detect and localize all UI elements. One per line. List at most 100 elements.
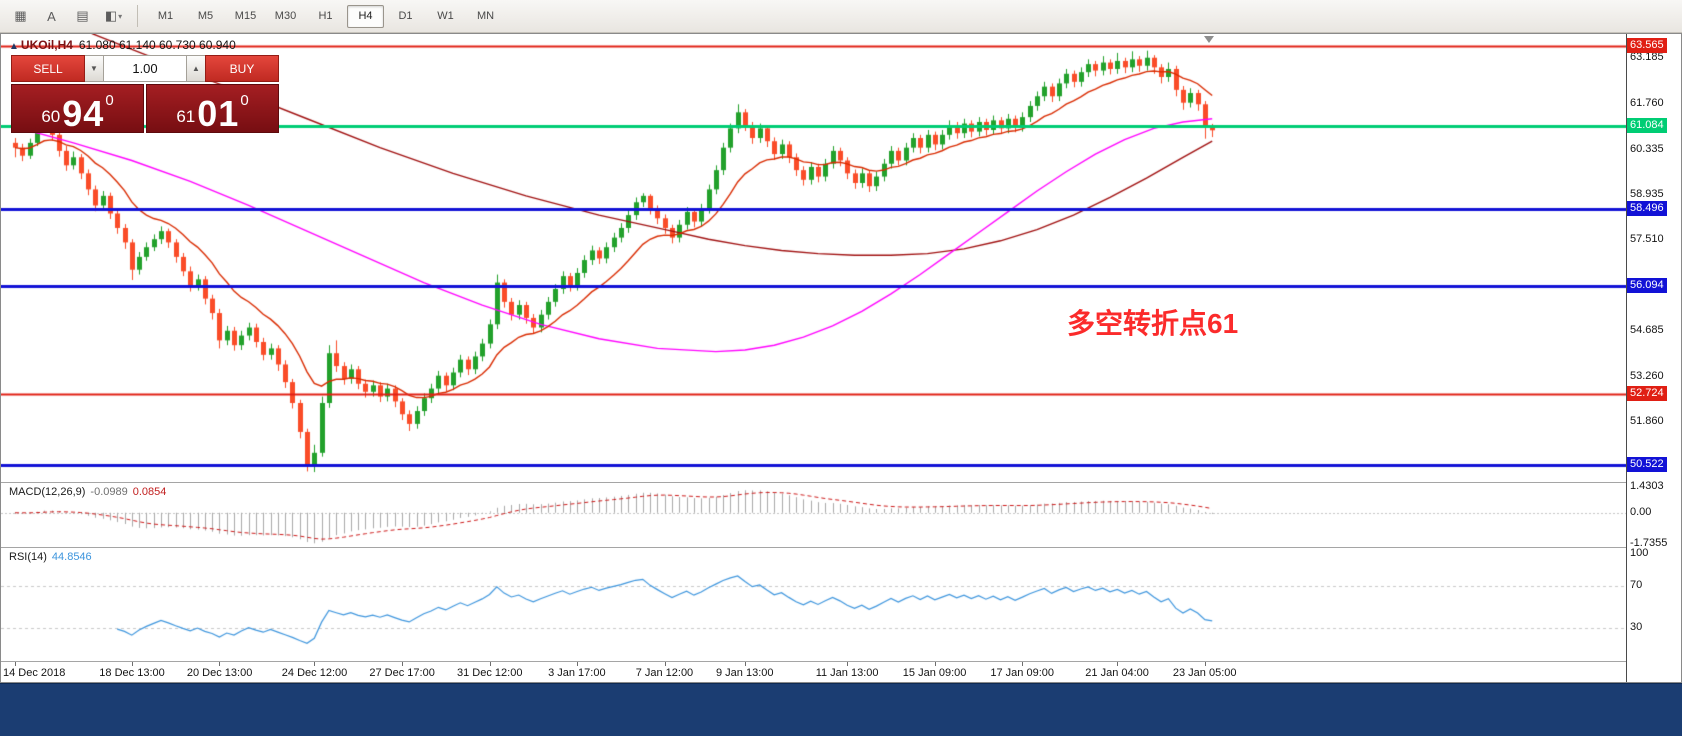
panel-divider: [1, 661, 1681, 662]
timeframe-button-d1[interactable]: D1: [398, 10, 413, 22]
macd-label: MACD(12,26,9) -0.0989 0.0854: [9, 486, 166, 498]
buy-price-point: 0: [240, 92, 249, 109]
sell-price-panel[interactable]: 60 94 0: [11, 84, 144, 133]
time-tick-mark: [219, 662, 220, 666]
top-toolbar: ▦ A ▤ ◧ ▾ M1 M5 M15 M30 H1 H4 D1 W1 MN: [0, 0, 1682, 33]
price-level-badge: 52.724: [1627, 386, 1667, 401]
macd-axis-tick: -1.7355: [1630, 537, 1668, 549]
time-tick-mark: [314, 662, 315, 666]
buy-price-panel[interactable]: 61 01 0: [146, 84, 279, 133]
object-color-icon-button[interactable]: ◧ ▾: [104, 8, 123, 23]
timeframe-buttons: M1 M5 M15 M30 H1 H4 D1 W1 MN: [147, 4, 504, 28]
price-level-badge: 50.522: [1627, 457, 1667, 472]
price-axis-tick: 61.760: [1630, 97, 1664, 109]
time-axis-label: 7 Jan 12:00: [635, 667, 694, 679]
buy-price-pips: 01: [197, 93, 240, 135]
time-axis-label: 11 Jan 13:00: [815, 667, 879, 679]
chart-title: ▲ UKOil,H4 61.080 61.140 60.730 60.940: [9, 38, 236, 52]
timeframe-button-h4[interactable]: H4: [347, 4, 384, 28]
price-level-badge: 61.084: [1627, 118, 1667, 133]
rsi-axis-tick: 70: [1630, 579, 1643, 591]
rsi-axis-tick: 100: [1630, 547, 1649, 559]
time-tick-mark: [1117, 662, 1118, 666]
timeframe-button-m5[interactable]: M5: [197, 10, 214, 22]
tile-windows-icon-button[interactable]: ▦: [14, 8, 27, 23]
timeframe-button-m15[interactable]: M15: [234, 10, 257, 22]
time-axis-label: 23 Jan 05:00: [1172, 667, 1237, 679]
rsi-indicator-canvas[interactable]: [1, 548, 1626, 661]
time-axis: 14 Dec 2018 18 Dec 13:00 20 Dec 13:00 24 De…: [1, 662, 1626, 683]
rsi-axis-tick: 30: [1630, 621, 1643, 633]
time-tick-mark: [935, 662, 936, 666]
time-tick-mark: [847, 662, 848, 666]
price-axis: [1626, 34, 1681, 682]
time-axis-label: 20 Dec 13:00: [186, 667, 253, 679]
sell-button[interactable]: SELL: [11, 55, 85, 82]
macd-signal-value: 0.0854: [132, 486, 167, 498]
time-tick-mark: [15, 662, 16, 666]
price-axis-tick: 51.860: [1630, 415, 1664, 427]
rsi-value: 44.8546: [51, 551, 92, 563]
chevron-down-icon: ▾: [118, 11, 123, 21]
time-axis-label: 24 Dec 12:00: [281, 667, 348, 679]
price-level-badge: 58.496: [1627, 201, 1667, 216]
timeframe-button-m30[interactable]: M30: [274, 10, 297, 22]
time-tick-mark: [745, 662, 746, 666]
time-tick-mark: [577, 662, 578, 666]
price-axis-tick: 60.335: [1630, 143, 1664, 155]
price-axis-tick: 63.185: [1630, 51, 1664, 63]
price-axis-tick: 53.260: [1630, 370, 1664, 382]
rsi-name: RSI(14): [9, 551, 47, 563]
annotation-text: 多空转折点61: [1067, 308, 1239, 339]
toolbar-icon-group: ▦ A ▤ ◧ ▾: [6, 3, 128, 29]
macd-name: MACD(12,26,9): [9, 486, 86, 498]
time-axis-label: 18 Dec 13:00: [99, 667, 165, 679]
macd-indicator-canvas[interactable]: [1, 483, 1626, 547]
macd-axis-tick: 1.4303: [1630, 480, 1664, 492]
timeframe-button-m1[interactable]: M1: [157, 10, 174, 22]
price-axis-tick: 57.510: [1630, 233, 1664, 245]
chart-symbol-label: UKOil,H4: [20, 38, 73, 52]
sell-price-head: 60: [41, 107, 61, 126]
bottom-panel: [0, 683, 1682, 736]
time-axis-label: 9 Jan 13:00: [716, 667, 774, 679]
sell-price-pips: 94: [62, 93, 105, 135]
panel-divider[interactable]: [1, 482, 1681, 483]
macd-main-value: -0.0989: [90, 486, 128, 498]
volume-decrease-button[interactable]: ▼: [85, 55, 103, 82]
panel-divider[interactable]: [1, 547, 1681, 548]
time-axis-label: 31 Dec 12:00: [457, 667, 523, 679]
text-frame-icon-button[interactable]: ▤: [76, 8, 89, 23]
time-tick-mark: [1022, 662, 1023, 666]
time-axis-label: 14 Dec 2018: [3, 667, 66, 679]
time-axis-label: 27 Dec 17:00: [369, 667, 435, 679]
chart-shift-marker-icon[interactable]: [1204, 36, 1214, 43]
timeframe-button-mn[interactable]: MN: [476, 10, 495, 22]
time-axis-label: 21 Jan 04:00: [1085, 667, 1149, 679]
time-axis-label: 15 Jan 09:00: [902, 667, 967, 679]
time-axis-label: 3 Jan 17:00: [548, 667, 606, 679]
price-level-badge: 56.094: [1627, 278, 1667, 293]
volume-increase-button[interactable]: ▲: [187, 55, 205, 82]
text-label-icon-button[interactable]: A: [47, 8, 56, 24]
rsi-label: RSI(14) 44.8546: [9, 551, 92, 563]
chart-window: ▲ UKOil,H4 61.080 61.140 60.730 60.940 SEL…: [0, 33, 1682, 683]
time-tick-mark: [1205, 662, 1206, 666]
time-tick-mark: [490, 662, 491, 666]
time-tick-mark: [665, 662, 666, 666]
chart-ohlc-values: 61.080 61.140 60.730 60.940: [78, 38, 236, 52]
buy-price-head: 61: [176, 107, 196, 126]
toolbar-separator: [137, 5, 138, 27]
buy-button[interactable]: BUY: [205, 55, 279, 82]
one-click-toggle-icon[interactable]: ▲: [9, 41, 19, 52]
timeframe-button-h1[interactable]: H1: [318, 10, 333, 22]
macd-axis-tick: 0.00: [1630, 506, 1652, 518]
volume-input[interactable]: [103, 55, 187, 82]
time-axis-label: 17 Jan 09:00: [990, 667, 1055, 679]
time-tick-mark: [402, 662, 403, 666]
timeframe-button-w1[interactable]: W1: [437, 10, 454, 22]
price-axis-tick: 54.685: [1630, 324, 1664, 336]
time-tick-mark: [132, 662, 133, 666]
sell-price-point: 0: [105, 92, 114, 109]
